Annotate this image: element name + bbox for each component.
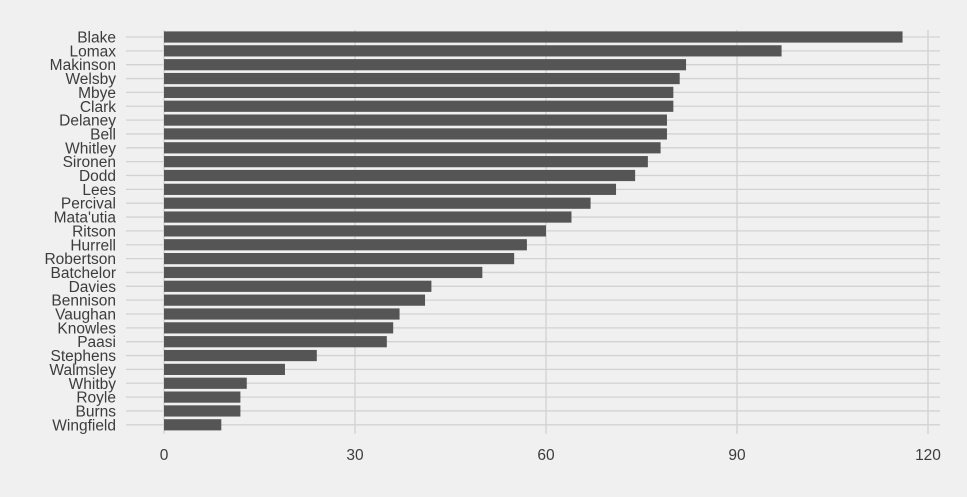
bar-welsby: [164, 72, 680, 85]
y-tick-label: Bennison: [51, 293, 116, 310]
bars: [164, 31, 903, 431]
x-tick-label: 120: [915, 447, 941, 464]
x-tick-label: 60: [537, 447, 555, 464]
y-tick-label: Clark: [80, 99, 116, 116]
y-tick-label: Welsby: [65, 71, 116, 88]
y-tick-label: Royle: [76, 390, 116, 407]
y-tick-label: Hurrell: [70, 237, 116, 254]
y-tick-label: Stephens: [51, 348, 117, 365]
y-tick-label: Vaughan: [55, 307, 116, 324]
bar-delaney: [164, 114, 667, 126]
bar-dodd: [164, 169, 636, 182]
bar-percival: [164, 197, 591, 209]
y-axis-labels: BlakeLomaxMakinsonWelsbyMbyeClarkDelaney…: [44, 30, 116, 435]
bar-blake: [164, 31, 903, 43]
y-tick-label: Knowles: [57, 320, 116, 337]
y-tick-label: Paasi: [77, 334, 116, 351]
y-tick-label: Walmsley: [49, 362, 116, 379]
bar-bennison: [164, 294, 426, 306]
bar-vaughan: [164, 308, 400, 320]
y-tick-label: Blake: [77, 30, 116, 47]
y-tick-label: Davies: [69, 279, 117, 296]
x-tick-label: 90: [728, 447, 746, 464]
bar-royle: [164, 391, 241, 403]
y-tick-label: Delaney: [59, 113, 116, 130]
bar-paasi: [164, 336, 387, 348]
bar-mbye: [164, 86, 674, 98]
y-tick-label: Makinson: [50, 57, 116, 74]
x-tick-label: 0: [160, 447, 169, 464]
y-tick-label: Dodd: [79, 168, 116, 185]
bar-batchelor: [164, 266, 483, 279]
bar-robertson: [164, 253, 515, 265]
bar-clark: [164, 100, 674, 112]
y-tick-label: Mata'utia: [54, 210, 117, 227]
bar-lees: [164, 183, 617, 195]
bar-sironen: [164, 156, 648, 168]
bar-davies: [164, 280, 432, 292]
bar-makinson: [164, 59, 687, 71]
y-tick-label: Burns: [76, 403, 117, 420]
bar-stephens: [164, 349, 317, 362]
y-tick-label: Whitby: [69, 376, 117, 393]
x-tick-label: 30: [346, 447, 364, 464]
y-tick-label: Lomax: [69, 43, 116, 60]
y-tick-label: Robertson: [44, 251, 116, 268]
y-tick-label: Bell: [90, 126, 116, 143]
y-tick-label: Batchelor: [51, 265, 116, 282]
bar-mata-utia: [164, 211, 572, 223]
bar-whitby: [164, 377, 247, 389]
y-tick-label: Whitley: [65, 140, 116, 157]
bar-whitley: [164, 142, 661, 154]
bar-hurrell: [164, 239, 527, 251]
y-tick-label: Wingfield: [52, 417, 116, 434]
bar-wingfield: [164, 419, 222, 431]
y-tick-label: Mbye: [78, 85, 116, 102]
y-tick-label: Percival: [61, 196, 116, 213]
bar-ritson: [164, 225, 546, 237]
y-tick-label: Lees: [82, 182, 116, 199]
x-axis-labels: 0 30 60 90 120: [160, 447, 942, 464]
bar-walmsley: [164, 363, 285, 375]
bar-knowles: [164, 322, 394, 334]
bar-lomax: [164, 45, 782, 57]
bar-burns: [164, 405, 241, 417]
y-tick-label: Sironen: [63, 154, 116, 171]
bar-bell: [164, 128, 667, 140]
y-tick-label: Ritson: [72, 223, 116, 240]
